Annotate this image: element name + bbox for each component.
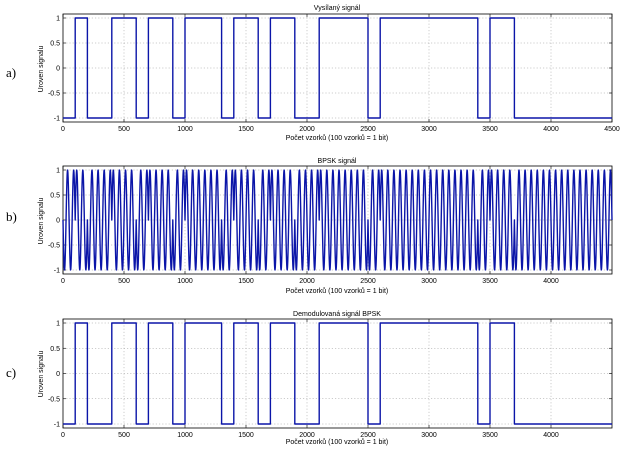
y-tick-label: 1 — [56, 321, 60, 328]
panel-tag-a: a) — [6, 65, 16, 80]
x-tick-label: 4000 — [543, 432, 559, 439]
series-line-bpsk-signal — [62, 169, 613, 271]
x-tick-label: 1000 — [177, 126, 193, 133]
x-tick-label: 3000 — [421, 126, 437, 133]
plot-title-a: Vysílaný signál — [314, 5, 361, 12]
y-tick-label: 0 — [56, 371, 60, 378]
y-tick-label: -1 — [54, 268, 60, 275]
x-tick-label: 0 — [61, 126, 65, 133]
y-tick-label: 0 — [56, 218, 60, 225]
y-tick-label: 1 — [56, 168, 60, 175]
panel-tag-c: c) — [6, 365, 16, 380]
x-tick-label: 1000 — [177, 432, 193, 439]
x-tick-label: 1500 — [238, 278, 254, 285]
x-axis-label-a: Počet vzorků (100 vzorků = 1 bit) — [286, 134, 389, 142]
x-tick-label: 2000 — [299, 278, 315, 285]
x-axis-label-b: Počet vzorků (100 vzorků = 1 bit) — [286, 287, 389, 295]
series-line-demodulated-signal — [63, 322, 612, 425]
x-axis-label-c: Počet vzorků (100 vzorků = 1 bit) — [286, 438, 389, 446]
subplot-bpsk-signal: b) BPSK signál Uroven signalu Počet vzor… — [6, 158, 613, 295]
x-tick-label: 3000 — [421, 432, 437, 439]
x-tick-label: 0 — [61, 278, 65, 285]
x-tick-label: 2000 — [299, 432, 315, 439]
x-tick-label: 2500 — [360, 278, 376, 285]
x-tick-label: 500 — [118, 126, 130, 133]
ticks-b: 0 500 1000 1500 2000 2500 3000 3500 4000 -1 -0.5 0 0… — [48, 166, 612, 285]
x-tick-label: 1500 — [238, 432, 254, 439]
series-line-transmitted-signal — [63, 17, 612, 119]
x-tick-label: 4000 — [543, 126, 559, 133]
x-tick-label: 3500 — [482, 432, 498, 439]
y-tick-label: 0 — [56, 66, 60, 73]
x-tick-label: 500 — [118, 278, 130, 285]
x-tick-label: 0 — [61, 432, 65, 439]
subplot-transmitted-signal: a) Vysílaný signál Uroven signalu Počet … — [6, 5, 620, 142]
plot-title-b: BPSK signál — [318, 158, 357, 165]
x-tick-label: 2000 — [299, 126, 315, 133]
grid-b — [63, 166, 612, 274]
y-axis-label-b: Uroven signalu — [38, 198, 45, 245]
x-tick-label: 1500 — [238, 126, 254, 133]
y-tick-label: -0.5 — [48, 396, 60, 403]
x-tick-label: 4000 — [543, 278, 559, 285]
x-tick-label: 3500 — [482, 278, 498, 285]
subplot-demodulated-signal: c) Demodulovaná signál BPSK Uroven signa… — [6, 311, 613, 446]
ticks-c: 0 500 1000 1500 2000 2500 3000 3500 4000 -1 -0.5 0 0… — [48, 319, 612, 439]
plot-area-a — [62, 13, 613, 123]
ticks-a: 0 500 1000 1500 2000 2500 3000 3500 4000 4500 -1 -0… — [48, 14, 620, 133]
y-axis-label-a: Uroven signalu — [38, 46, 45, 93]
y-tick-label: 0.5 — [50, 41, 60, 48]
y-tick-label: -0.5 — [48, 91, 60, 98]
x-tick-label: 3000 — [421, 278, 437, 285]
y-tick-label: -1 — [54, 116, 60, 123]
x-tick-label: 1000 — [177, 278, 193, 285]
y-tick-label: -1 — [54, 422, 60, 429]
y-axis-label-c: Uroven signalu — [38, 351, 45, 398]
y-tick-label: -0.5 — [48, 243, 60, 250]
y-tick-label: 1 — [56, 16, 60, 23]
y-tick-label: 0.5 — [50, 346, 60, 353]
x-tick-label: 2500 — [360, 432, 376, 439]
x-tick-label: 3500 — [482, 126, 498, 133]
plot-title-c: Demodulovaná signál BPSK — [293, 311, 381, 318]
plot-area-c — [62, 318, 613, 429]
x-tick-label: 2500 — [360, 126, 376, 133]
x-tick-label: 500 — [118, 432, 130, 439]
x-tick-label: 4500 — [604, 126, 620, 133]
y-tick-label: 0.5 — [50, 193, 60, 200]
panel-tag-b: b) — [6, 209, 17, 224]
